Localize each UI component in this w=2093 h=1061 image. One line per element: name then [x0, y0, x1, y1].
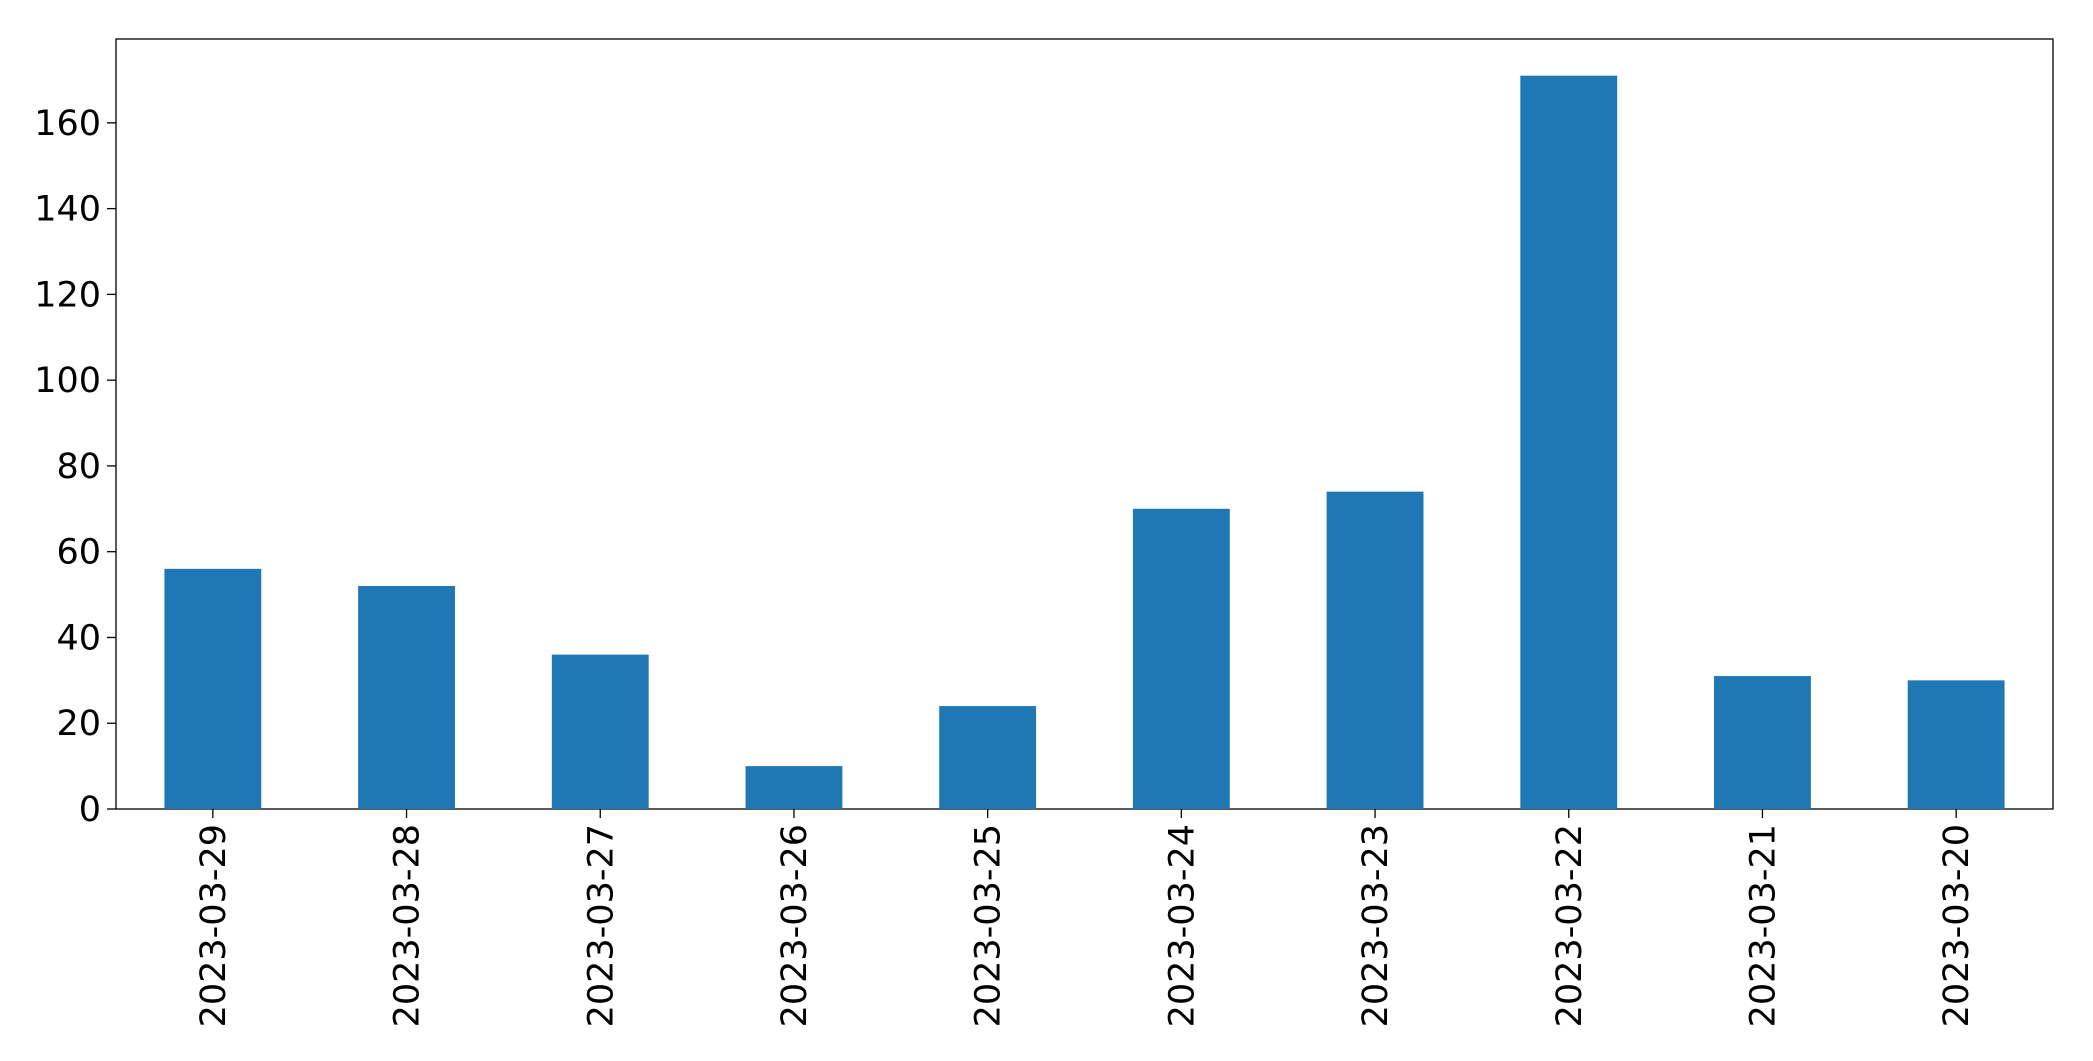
axes-frame [115, 38, 2054, 810]
bar [358, 585, 455, 809]
bar [745, 766, 843, 809]
y-tick-label: 0 [79, 790, 101, 830]
x-tick-label: 2023-03-26 [775, 824, 815, 1027]
y-tick-label: 140 [34, 190, 101, 230]
bar [1326, 491, 1424, 809]
y-tick-label: 40 [56, 618, 101, 658]
bar [1907, 680, 2005, 809]
x-tick-label: 2023-03-25 [969, 824, 1009, 1027]
x-tick-label: 2023-03-21 [1743, 824, 1783, 1027]
x-tick-label: 2023-03-29 [194, 824, 234, 1027]
x-tick-label: 2023-03-24 [1162, 824, 1202, 1027]
y-tick-label: 60 [56, 533, 101, 573]
y-tick-label: 80 [56, 447, 101, 487]
bar [1714, 676, 1811, 809]
x-tick-label: 2023-03-27 [581, 824, 621, 1027]
y-tick-label: 160 [34, 104, 101, 144]
bar [164, 568, 262, 809]
x-tick-label: 2023-03-20 [1937, 824, 1977, 1027]
bar [1520, 75, 1618, 809]
bar [939, 706, 1037, 809]
y-tick-label: 120 [34, 275, 101, 315]
y-tick-label: 100 [34, 361, 101, 401]
x-tick-label: 2023-03-28 [388, 824, 428, 1027]
bar [1132, 508, 1230, 809]
x-tick-label: 2023-03-22 [1550, 824, 1590, 1027]
x-tick-label: 2023-03-23 [1356, 824, 1396, 1027]
y-tick-label: 20 [56, 704, 101, 744]
bar [551, 654, 649, 809]
